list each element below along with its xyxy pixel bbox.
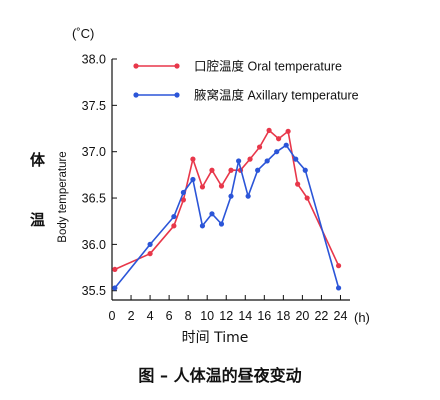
data-point	[228, 167, 234, 173]
data-point	[247, 156, 253, 162]
x-tick-label: 24	[334, 309, 348, 323]
legend-marker	[133, 63, 139, 69]
temperature-chart: (˚C) (h) 体温 Body temperature 时间 Time 38.…	[30, 26, 370, 346]
legend-marker	[174, 92, 180, 98]
legend: 口腔温度 Oral temperature 腋窝温度 Axillary tempe…	[133, 59, 359, 103]
data-point	[302, 167, 308, 173]
x-tick-label: 10	[200, 309, 214, 323]
figure-caption: 图 – 人体温的昼夜变动	[138, 366, 302, 385]
x-tick-label: 18	[276, 309, 290, 323]
data-point	[256, 144, 263, 150]
data-point	[285, 128, 291, 134]
x-tick-label: 12	[219, 309, 233, 323]
legend-marker	[174, 63, 180, 69]
data-point	[228, 193, 234, 199]
data-point	[180, 189, 186, 196]
x-tick-label: 20	[295, 309, 309, 323]
data-point	[171, 223, 177, 229]
data-point	[112, 285, 118, 291]
legend-item: 口腔温度 Oral temperature	[133, 59, 342, 74]
y-tick-label: 35.5	[82, 284, 106, 298]
data-point	[266, 127, 272, 133]
data-point	[112, 266, 118, 273]
y-axis-label-en: Body temperature	[57, 151, 69, 242]
data-point	[190, 156, 196, 162]
data-point	[218, 221, 225, 227]
data-point	[335, 263, 342, 269]
x-tick-label: 2	[128, 309, 135, 323]
data-point	[295, 181, 301, 187]
data-point	[274, 149, 280, 155]
y-unit-label: (˚C)	[72, 26, 94, 41]
x-unit-label: (h)	[354, 310, 370, 325]
x-tick-label: 4	[147, 309, 154, 323]
legend-label: 腋窝温度 Axillary temperature	[194, 88, 359, 103]
series-line	[114, 144, 340, 289]
series-line	[114, 129, 340, 271]
legend-item: 腋窝温度 Axillary temperature	[133, 88, 359, 103]
y-axis-label-cn: 体温	[30, 151, 46, 229]
y-tick-label: 37.5	[82, 99, 106, 113]
data-point	[209, 167, 215, 173]
data-point	[171, 213, 177, 220]
data-point	[255, 167, 261, 173]
data-point	[209, 211, 215, 217]
axes: 38.037.537.036.536.035.50 2 4 6 8 10 12 14 16 18 2…	[82, 53, 350, 323]
data-point	[304, 195, 310, 201]
x-tick-label: 16	[257, 309, 271, 323]
data-point	[199, 184, 206, 190]
x-tick-label: 14	[238, 309, 252, 323]
x-axis-label: 时间 Time	[182, 330, 249, 346]
series-1	[112, 142, 342, 291]
y-tick-label: 36.5	[82, 192, 106, 206]
series-0	[112, 127, 342, 273]
data-point	[293, 156, 299, 162]
y-tick-label: 37.0	[82, 145, 106, 159]
x-tick-label: 0	[109, 309, 116, 323]
data-point	[264, 158, 270, 164]
data-point	[236, 158, 242, 164]
x-tick-label: 6	[166, 309, 173, 323]
data-point	[335, 285, 342, 291]
data-point	[218, 183, 225, 189]
x-tick-label: 22	[314, 309, 328, 323]
data-point	[147, 241, 153, 247]
data-point	[283, 142, 289, 148]
series-layer	[112, 127, 342, 291]
x-tick-label: 8	[185, 309, 192, 323]
data-point	[245, 193, 251, 199]
y-tick-label: 36.0	[82, 238, 106, 252]
legend-label: 口腔温度 Oral temperature	[194, 59, 342, 74]
data-point	[190, 176, 196, 183]
data-point	[276, 136, 282, 142]
data-point	[180, 197, 186, 203]
y-tick-label: 38.0	[82, 53, 106, 67]
data-point	[147, 251, 153, 257]
data-point	[199, 223, 206, 229]
legend-marker	[133, 92, 139, 98]
